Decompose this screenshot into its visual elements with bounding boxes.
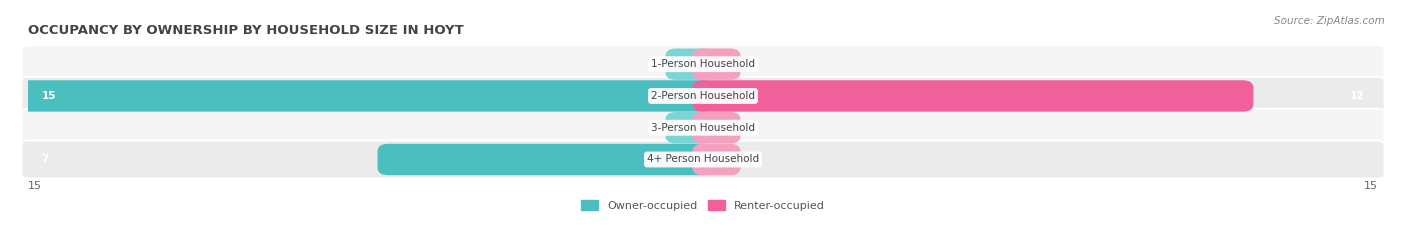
FancyBboxPatch shape [665,112,713,144]
Text: 0: 0 [661,123,666,133]
Text: OCCUPANCY BY OWNERSHIP BY HOUSEHOLD SIZE IN HOYT: OCCUPANCY BY OWNERSHIP BY HOUSEHOLD SIZE… [28,24,464,37]
Text: 0: 0 [661,59,666,69]
Text: 1-Person Household: 1-Person Household [651,59,755,69]
FancyBboxPatch shape [21,77,1385,115]
FancyBboxPatch shape [18,80,713,112]
Text: 15: 15 [28,181,42,191]
FancyBboxPatch shape [378,144,713,175]
Text: Source: ZipAtlas.com: Source: ZipAtlas.com [1274,16,1385,26]
Text: 4+ Person Household: 4+ Person Household [647,154,759,164]
FancyBboxPatch shape [21,45,1385,83]
Text: 15: 15 [1364,181,1378,191]
Text: 12: 12 [1350,91,1364,101]
Legend: Owner-occupied, Renter-occupied: Owner-occupied, Renter-occupied [576,196,830,215]
Text: 3-Person Household: 3-Person Household [651,123,755,133]
Text: 7: 7 [42,154,49,164]
FancyBboxPatch shape [693,48,741,80]
Text: 0: 0 [740,59,745,69]
Text: 2-Person Household: 2-Person Household [651,91,755,101]
FancyBboxPatch shape [693,144,741,175]
Text: 15: 15 [42,91,56,101]
FancyBboxPatch shape [665,48,713,80]
FancyBboxPatch shape [693,112,741,144]
FancyBboxPatch shape [21,140,1385,178]
FancyBboxPatch shape [693,80,1253,112]
FancyBboxPatch shape [21,109,1385,147]
Text: 0: 0 [740,154,745,164]
Text: 0: 0 [740,123,745,133]
